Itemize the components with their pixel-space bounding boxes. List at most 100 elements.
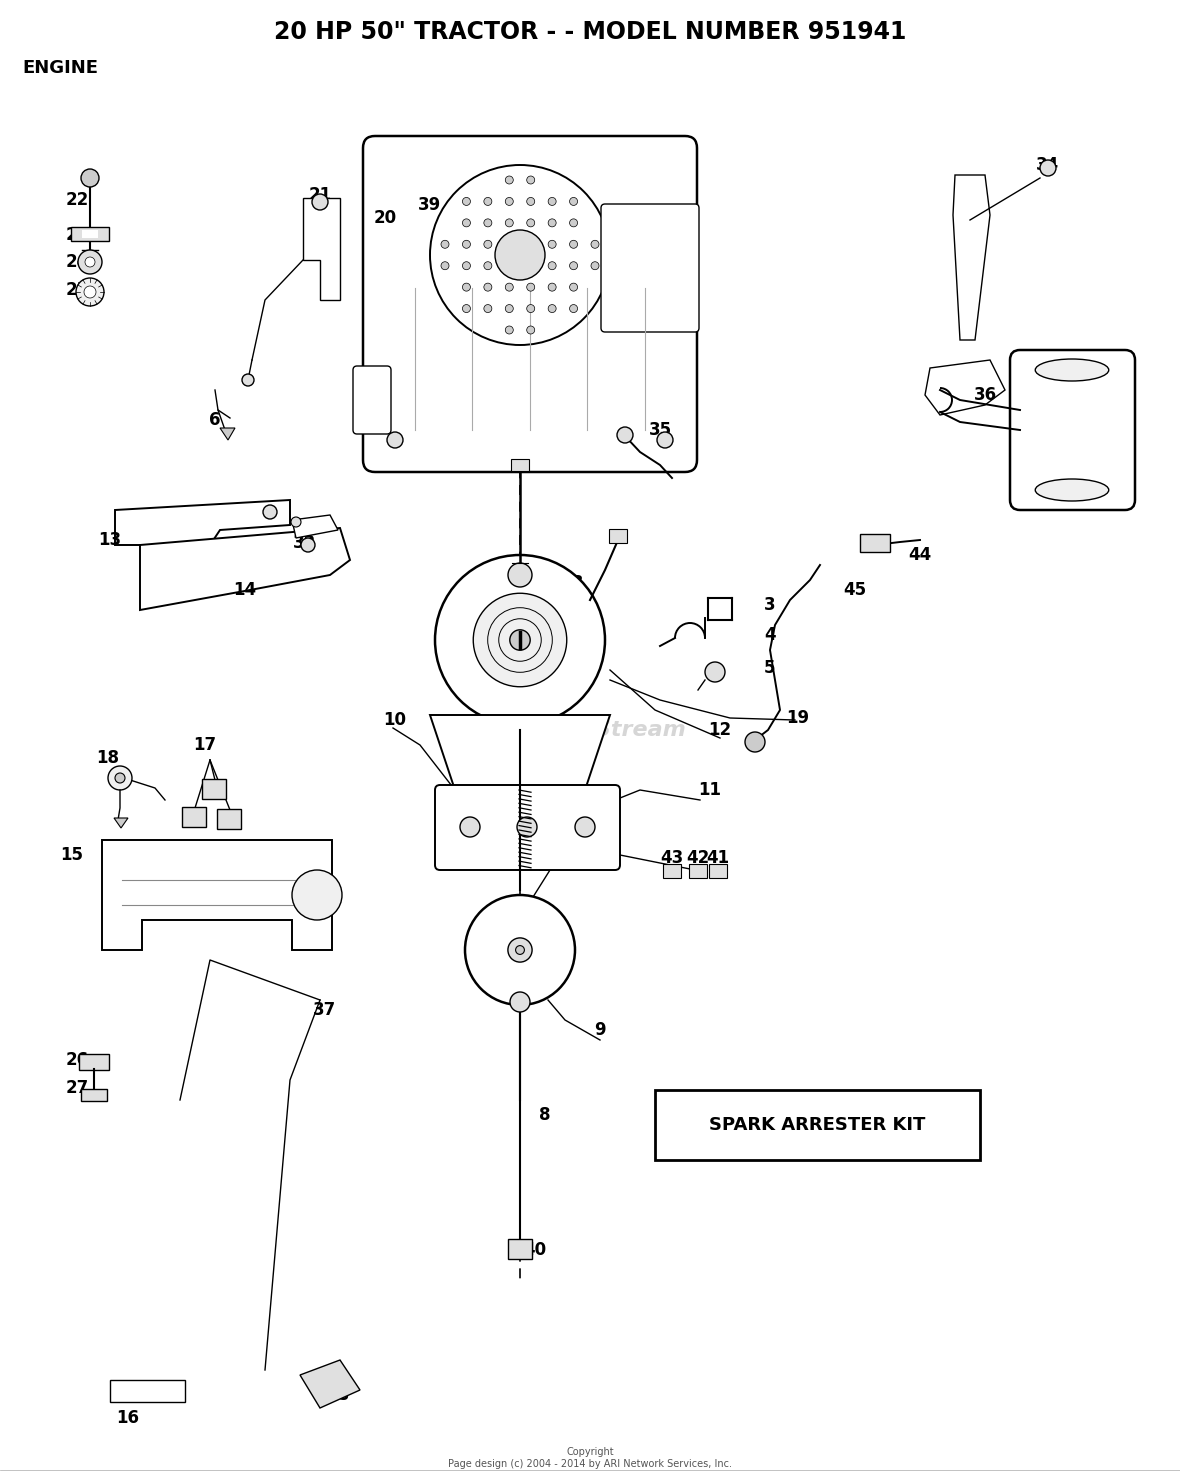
Circle shape	[505, 327, 513, 334]
Circle shape	[430, 166, 610, 344]
Text: Copyright
Page design (c) 2004 - 2014 by ARI Network Services, Inc.: Copyright Page design (c) 2004 - 2014 by…	[448, 1447, 732, 1469]
Text: 3: 3	[765, 596, 775, 613]
Circle shape	[76, 278, 104, 306]
Text: ARI PartStream: ARI PartStream	[493, 720, 687, 740]
Text: 34: 34	[1036, 157, 1060, 174]
Bar	[81, 231, 98, 238]
Text: 1: 1	[470, 205, 480, 225]
Text: 38: 38	[560, 573, 584, 593]
Text: 41: 41	[707, 848, 729, 868]
FancyBboxPatch shape	[663, 865, 681, 878]
Circle shape	[465, 896, 575, 1005]
Polygon shape	[925, 361, 1005, 415]
FancyBboxPatch shape	[353, 367, 391, 435]
Circle shape	[591, 262, 599, 269]
Circle shape	[526, 176, 535, 183]
Text: 36: 36	[974, 386, 997, 403]
Circle shape	[473, 593, 566, 687]
Text: 35: 35	[649, 421, 671, 439]
Text: 6: 6	[209, 411, 221, 429]
Circle shape	[745, 732, 765, 752]
Circle shape	[463, 219, 471, 226]
Polygon shape	[114, 817, 127, 828]
Circle shape	[1040, 160, 1056, 176]
FancyBboxPatch shape	[217, 808, 241, 829]
Text: 17: 17	[194, 736, 217, 754]
Text: 43: 43	[661, 848, 683, 868]
Circle shape	[505, 219, 513, 226]
FancyBboxPatch shape	[689, 865, 707, 878]
Ellipse shape	[1035, 359, 1109, 381]
Ellipse shape	[1035, 479, 1109, 501]
Text: 14: 14	[234, 581, 256, 599]
Text: 8: 8	[539, 1106, 551, 1123]
Circle shape	[312, 194, 328, 210]
FancyBboxPatch shape	[202, 779, 227, 800]
Circle shape	[526, 198, 535, 205]
Circle shape	[460, 817, 480, 837]
Circle shape	[617, 427, 632, 443]
Bar	[655, 1089, 981, 1160]
Text: 39: 39	[419, 197, 441, 214]
Text: SPARK ARRESTER KIT: SPARK ARRESTER KIT	[709, 1116, 925, 1134]
FancyBboxPatch shape	[81, 1089, 107, 1101]
Circle shape	[81, 168, 99, 188]
Circle shape	[570, 262, 577, 269]
Polygon shape	[101, 840, 332, 950]
FancyBboxPatch shape	[609, 529, 627, 542]
Text: 10: 10	[384, 711, 406, 729]
Circle shape	[657, 432, 673, 448]
Circle shape	[84, 287, 96, 299]
Circle shape	[510, 630, 530, 650]
Text: 24: 24	[65, 253, 88, 270]
Polygon shape	[140, 528, 350, 610]
Circle shape	[510, 992, 530, 1012]
Circle shape	[570, 241, 577, 248]
Circle shape	[85, 257, 96, 268]
Polygon shape	[110, 1380, 185, 1403]
Circle shape	[509, 563, 532, 587]
Text: 13: 13	[98, 531, 122, 548]
Circle shape	[114, 773, 125, 783]
Text: 19: 19	[786, 709, 809, 727]
Circle shape	[78, 250, 101, 273]
Text: 23: 23	[65, 226, 88, 244]
Circle shape	[291, 517, 301, 528]
Circle shape	[484, 284, 492, 291]
Circle shape	[484, 241, 492, 248]
Text: 4: 4	[765, 627, 775, 644]
Text: 27: 27	[65, 1079, 88, 1097]
Text: 22: 22	[65, 191, 88, 208]
Circle shape	[435, 556, 605, 726]
FancyBboxPatch shape	[509, 1239, 532, 1259]
Circle shape	[570, 284, 577, 291]
Circle shape	[507, 939, 532, 962]
Circle shape	[463, 241, 471, 248]
Text: 29: 29	[716, 1111, 740, 1129]
Polygon shape	[219, 429, 235, 440]
Circle shape	[505, 304, 513, 312]
Text: 9: 9	[595, 1021, 605, 1039]
Circle shape	[463, 262, 471, 269]
Circle shape	[109, 766, 132, 791]
Polygon shape	[291, 514, 337, 538]
Circle shape	[549, 198, 556, 205]
Text: 25: 25	[65, 281, 88, 299]
Text: 32: 32	[294, 534, 316, 551]
FancyBboxPatch shape	[79, 1054, 109, 1070]
Text: 21: 21	[308, 186, 332, 204]
Text: 20: 20	[373, 208, 396, 228]
Circle shape	[263, 505, 277, 519]
Circle shape	[526, 304, 535, 312]
Circle shape	[517, 817, 537, 837]
Text: 5: 5	[765, 659, 775, 677]
Polygon shape	[430, 715, 610, 806]
Text: 16: 16	[117, 1409, 139, 1426]
FancyBboxPatch shape	[860, 534, 890, 551]
Text: ENGINE: ENGINE	[22, 59, 98, 77]
Circle shape	[463, 304, 471, 312]
Circle shape	[242, 374, 254, 386]
Circle shape	[570, 198, 577, 205]
Circle shape	[505, 176, 513, 183]
Circle shape	[505, 198, 513, 205]
